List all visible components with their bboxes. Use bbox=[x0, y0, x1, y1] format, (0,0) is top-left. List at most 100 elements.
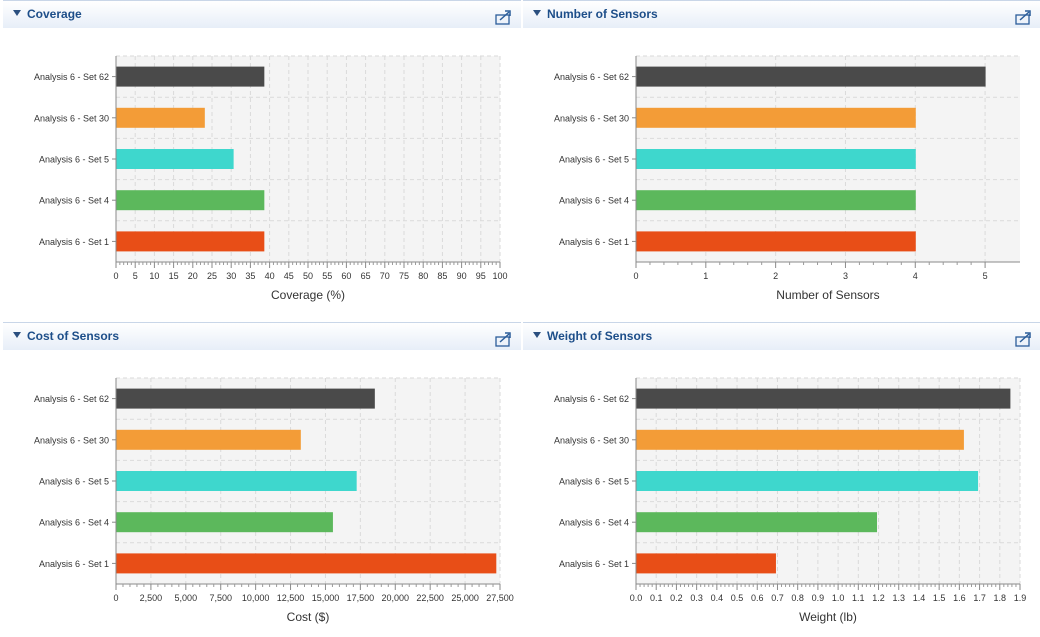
category-label: Analysis 6 - Set 1 bbox=[39, 237, 109, 247]
x-tick-label: 7,500 bbox=[209, 593, 232, 603]
collapse-triangle-icon[interactable] bbox=[13, 332, 21, 338]
x-axis-title: Weight (lb) bbox=[799, 610, 857, 624]
export-chart-icon[interactable] bbox=[495, 9, 513, 25]
x-tick-label: 85 bbox=[437, 271, 447, 281]
category-label: Analysis 6 - Set 5 bbox=[39, 477, 109, 487]
collapse-triangle-icon[interactable] bbox=[13, 10, 21, 16]
x-tick-label: 30 bbox=[226, 271, 236, 281]
x-tick-label: 0.9 bbox=[812, 593, 825, 603]
x-tick-label: 70 bbox=[380, 271, 390, 281]
bar bbox=[116, 512, 333, 533]
bar bbox=[636, 149, 916, 169]
category-label: Analysis 6 - Set 4 bbox=[559, 518, 629, 528]
x-tick-label: 40 bbox=[265, 271, 275, 281]
bar bbox=[636, 190, 916, 211]
number-of-sensors-chart: 0 1 2 3 4 5 Number of Sensors Analysis 6 - Set … bbox=[554, 55, 1020, 302]
x-tick-label: 0.4 bbox=[711, 593, 724, 603]
x-tick-label: 3 bbox=[843, 271, 848, 281]
x-tick-label: 27,500 bbox=[486, 593, 514, 603]
x-tick-label: 4 bbox=[913, 271, 918, 281]
x-tick-label: 0.6 bbox=[751, 593, 764, 603]
x-tick-label: 1.8 bbox=[994, 593, 1007, 603]
cost-of-sensors-panel: Cost of Sensors 0 2,500 5,000 7,500 10,000 12… bbox=[3, 322, 521, 637]
x-tick-label: 0.3 bbox=[690, 593, 703, 603]
category-label: Analysis 6 - Set 62 bbox=[554, 72, 629, 82]
x-tick-label: 95 bbox=[476, 271, 486, 281]
x-tick-label: 1.0 bbox=[832, 593, 845, 603]
bar bbox=[636, 388, 1011, 409]
category-label: Analysis 6 - Set 62 bbox=[554, 394, 629, 404]
x-tick-label: 2,500 bbox=[140, 593, 163, 603]
bar bbox=[116, 429, 301, 450]
x-tick-label: 1.3 bbox=[892, 593, 905, 603]
collapse-triangle-icon[interactable] bbox=[533, 332, 541, 338]
x-tick-label: 65 bbox=[361, 271, 371, 281]
x-tick-label: 2 bbox=[773, 271, 778, 281]
bar bbox=[116, 471, 357, 491]
x-tick-label: 25,000 bbox=[451, 593, 479, 603]
export-chart-icon[interactable] bbox=[495, 331, 513, 347]
x-tick-label: 55 bbox=[322, 271, 332, 281]
x-tick-label: 1.9 bbox=[1014, 593, 1027, 603]
panel-header: Cost of Sensors bbox=[3, 322, 521, 350]
x-tick-label: 1.6 bbox=[953, 593, 966, 603]
x-tick-label: 17,500 bbox=[347, 593, 375, 603]
x-tick-label: 1.5 bbox=[933, 593, 946, 603]
cost-of-sensors-chart: 0 2,500 5,000 7,500 10,000 12,500 15,000 17,500… bbox=[34, 377, 514, 624]
x-tick-label: 1.2 bbox=[872, 593, 885, 603]
category-label: Analysis 6 - Set 30 bbox=[554, 435, 629, 445]
x-tick-label: 0.8 bbox=[791, 593, 804, 603]
bar bbox=[116, 149, 234, 169]
panel-title: Cost of Sensors bbox=[27, 329, 120, 343]
category-label: Analysis 6 - Set 62 bbox=[34, 394, 109, 404]
bar bbox=[636, 107, 916, 128]
x-tick-label: 0.7 bbox=[771, 593, 784, 603]
x-tick-label: 20 bbox=[188, 271, 198, 281]
bar bbox=[636, 512, 878, 533]
panel-title: Weight of Sensors bbox=[547, 329, 653, 343]
category-label: Analysis 6 - Set 4 bbox=[559, 196, 629, 206]
x-tick-label: 0.5 bbox=[731, 593, 744, 603]
x-tick-label: 0 bbox=[113, 271, 118, 281]
x-tick-label: 10 bbox=[149, 271, 159, 281]
x-tick-label: 20,000 bbox=[382, 593, 410, 603]
panel-header: Weight of Sensors bbox=[523, 322, 1040, 350]
number-of-sensors-panel: Number of Sensors 0 1 2 3 4 5 Number of Sensor… bbox=[523, 0, 1040, 315]
x-tick-label: 60 bbox=[341, 271, 351, 281]
panel-header: Number of Sensors bbox=[523, 0, 1040, 28]
coverage-panel: Coverage 0 5 10 15 20 25 30 35 40 45 50 55 60 65 70 75 8… bbox=[3, 0, 521, 315]
x-tick-label: 35 bbox=[245, 271, 255, 281]
x-tick-label: 1.1 bbox=[852, 593, 865, 603]
x-tick-label: 15 bbox=[169, 271, 179, 281]
category-label: Analysis 6 - Set 4 bbox=[39, 518, 109, 528]
collapse-triangle-icon[interactable] bbox=[533, 10, 541, 16]
x-tick-label: 15,000 bbox=[312, 593, 340, 603]
panel-title: Coverage bbox=[27, 7, 82, 21]
export-chart-icon[interactable] bbox=[1015, 9, 1033, 25]
bar bbox=[636, 553, 776, 574]
x-tick-label: 80 bbox=[418, 271, 428, 281]
x-tick-label: 25 bbox=[207, 271, 217, 281]
bar bbox=[116, 553, 497, 574]
x-tick-label: 10,000 bbox=[242, 593, 270, 603]
x-tick-label: 100 bbox=[492, 271, 507, 281]
x-tick-label: 0 bbox=[113, 593, 118, 603]
bar bbox=[116, 66, 265, 87]
x-axis-title: Coverage (%) bbox=[271, 288, 345, 302]
bar bbox=[636, 429, 964, 450]
x-tick-label: 0.2 bbox=[670, 593, 683, 603]
x-tick-label: 22,500 bbox=[416, 593, 444, 603]
category-label: Analysis 6 - Set 62 bbox=[34, 72, 109, 82]
x-tick-label: 0 bbox=[633, 271, 638, 281]
bar bbox=[116, 388, 375, 409]
category-label: Analysis 6 - Set 30 bbox=[554, 113, 629, 123]
bar bbox=[636, 231, 916, 252]
export-chart-icon[interactable] bbox=[1015, 331, 1033, 347]
x-tick-label: 90 bbox=[457, 271, 467, 281]
coverage-chart: 0 5 10 15 20 25 30 35 40 45 50 55 60 65 70 75 80 85 90 95 10… bbox=[34, 55, 508, 302]
category-label: Analysis 6 - Set 5 bbox=[559, 155, 629, 165]
x-tick-label: 1.4 bbox=[913, 593, 926, 603]
category-label: Analysis 6 - Set 1 bbox=[559, 559, 629, 569]
category-label: Analysis 6 - Set 1 bbox=[39, 559, 109, 569]
category-label: Analysis 6 - Set 30 bbox=[34, 435, 109, 445]
